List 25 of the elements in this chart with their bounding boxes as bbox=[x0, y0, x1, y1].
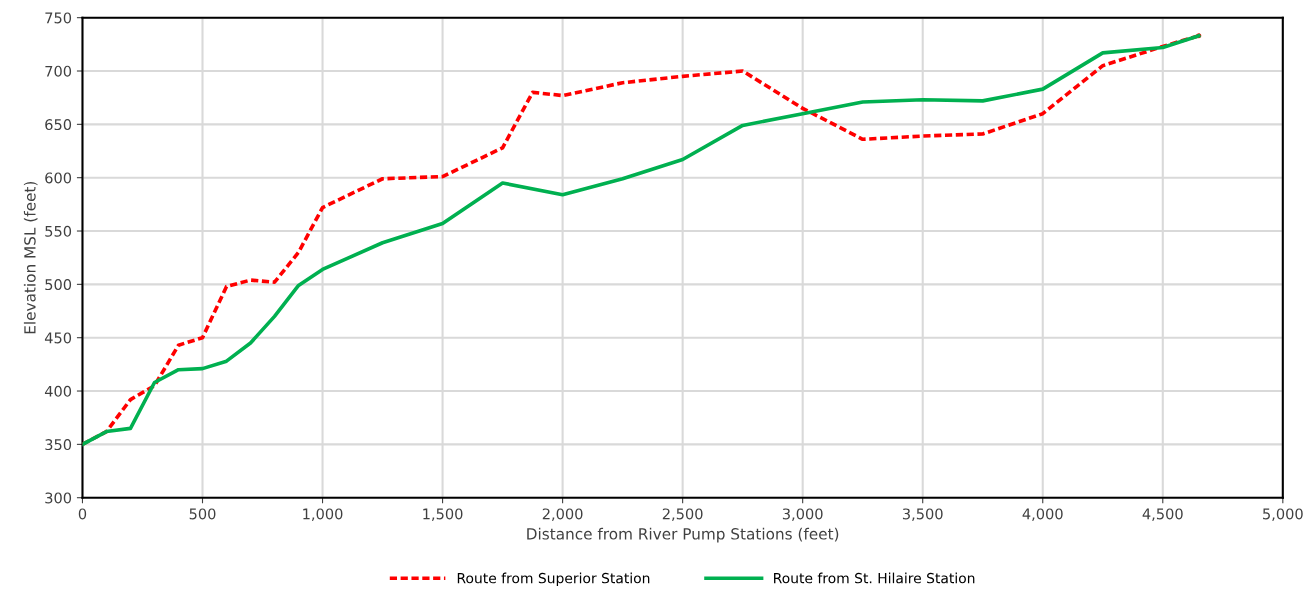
x-tick-label: 2,500 bbox=[662, 508, 703, 521]
y-axis-title: Elevation MSL (feet) bbox=[23, 181, 38, 334]
x-tick-label: 3,500 bbox=[902, 508, 943, 521]
y-tick-label: 400 bbox=[44, 385, 72, 397]
x-tick-label: 5,000 bbox=[1263, 508, 1303, 521]
legend-label: Route from St. Hilaire Station bbox=[774, 572, 975, 584]
x-axis-title: Distance from River Pump Stations (feet) bbox=[527, 527, 839, 543]
x-tick-label: 2,000 bbox=[542, 508, 583, 521]
x-tick-label: 500 bbox=[189, 508, 216, 520]
legend-label: Route from Superior Station bbox=[457, 572, 650, 587]
y-tick-label: 450 bbox=[44, 332, 72, 344]
y-tick-label: 650 bbox=[45, 119, 72, 131]
x-tick-label: 0 bbox=[78, 508, 87, 520]
y-tick-label: 500 bbox=[45, 279, 72, 291]
x-tick-label: 1,000 bbox=[303, 508, 343, 521]
x-tick-label: 4,500 bbox=[1142, 508, 1183, 521]
x-tick-label: 4,000 bbox=[1022, 508, 1063, 521]
y-tick-label: 350 bbox=[45, 439, 72, 451]
y-tick-label: 600 bbox=[45, 172, 72, 184]
y-tick-label: 550 bbox=[45, 225, 72, 237]
x-tick-label: 1,500 bbox=[423, 508, 463, 521]
y-tick-label: 300 bbox=[45, 492, 72, 504]
x-tick-label: 3,000 bbox=[782, 508, 823, 521]
y-tick-label: 700 bbox=[45, 65, 72, 77]
y-tick-label: 750 bbox=[45, 12, 72, 24]
